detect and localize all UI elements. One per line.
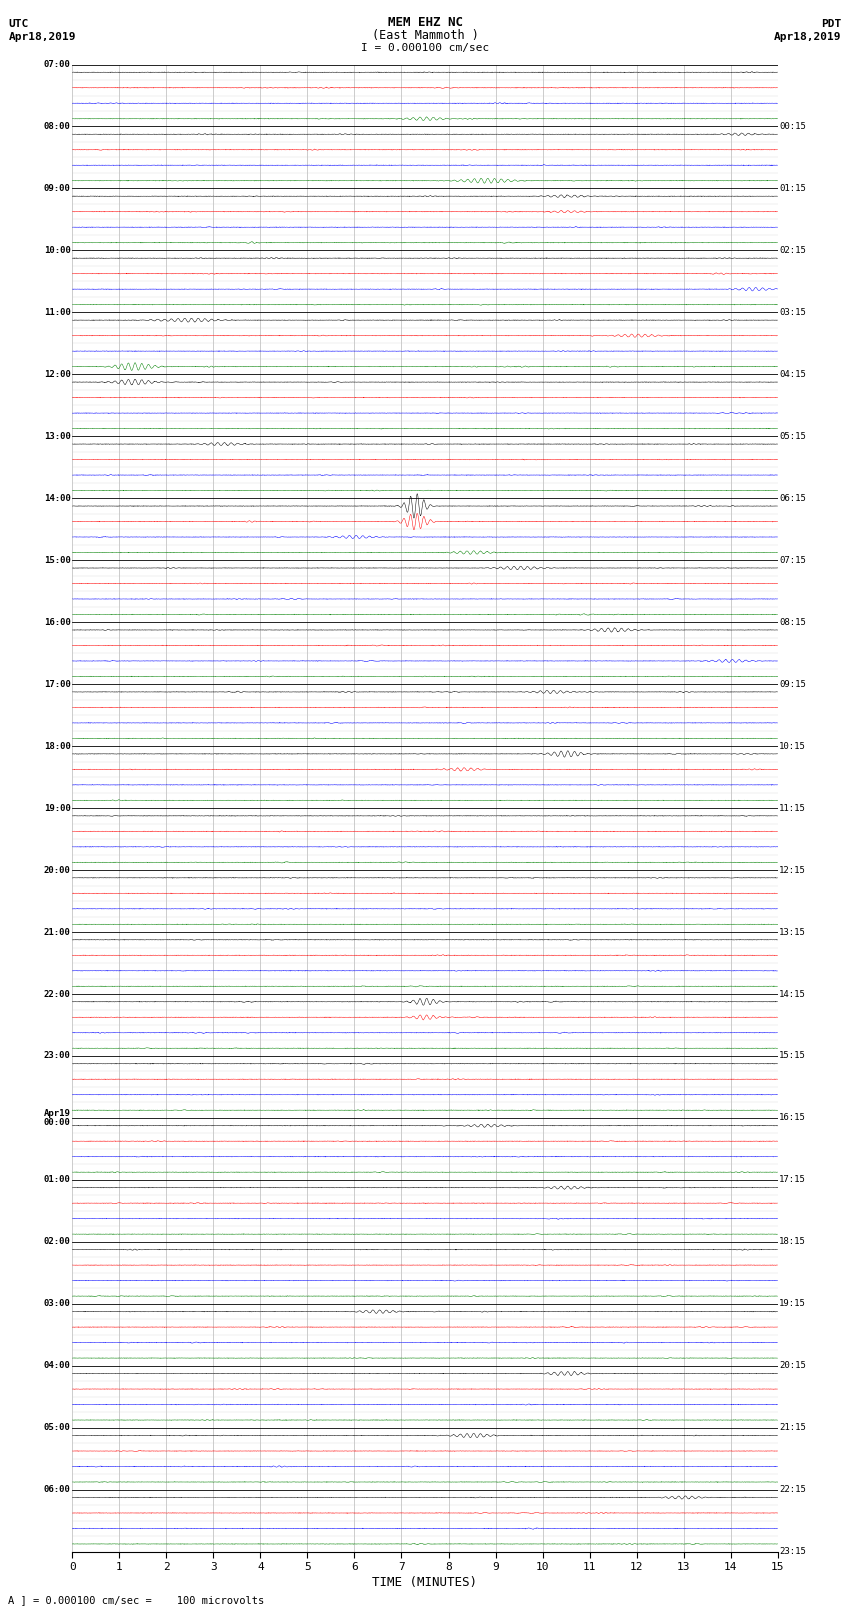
Text: 20:15: 20:15 xyxy=(779,1361,806,1371)
Text: 03:00: 03:00 xyxy=(44,1300,71,1308)
Text: 04:15: 04:15 xyxy=(779,369,806,379)
Text: 12:15: 12:15 xyxy=(779,866,806,874)
Text: 16:00: 16:00 xyxy=(44,618,71,627)
Text: MEM EHZ NC: MEM EHZ NC xyxy=(388,16,462,29)
Text: Apr19: Apr19 xyxy=(44,1110,71,1118)
Text: 06:00: 06:00 xyxy=(44,1486,71,1494)
Text: 21:00: 21:00 xyxy=(44,927,71,937)
Text: 10:15: 10:15 xyxy=(779,742,806,750)
Text: 09:00: 09:00 xyxy=(44,184,71,194)
Text: 05:15: 05:15 xyxy=(779,432,806,440)
Text: 19:00: 19:00 xyxy=(44,803,71,813)
Text: 13:00: 13:00 xyxy=(44,432,71,440)
Text: 05:00: 05:00 xyxy=(44,1423,71,1432)
Text: 21:15: 21:15 xyxy=(779,1423,806,1432)
Text: 06:15: 06:15 xyxy=(779,494,806,503)
Text: 15:00: 15:00 xyxy=(44,556,71,565)
Text: 04:00: 04:00 xyxy=(44,1361,71,1371)
X-axis label: TIME (MINUTES): TIME (MINUTES) xyxy=(372,1576,478,1589)
Text: 14:15: 14:15 xyxy=(779,989,806,998)
Text: 11:15: 11:15 xyxy=(779,803,806,813)
Text: 18:15: 18:15 xyxy=(779,1237,806,1247)
Text: 03:15: 03:15 xyxy=(779,308,806,316)
Text: 14:00: 14:00 xyxy=(44,494,71,503)
Text: 07:15: 07:15 xyxy=(779,556,806,565)
Text: 22:00: 22:00 xyxy=(44,989,71,998)
Text: 00:15: 00:15 xyxy=(779,123,806,131)
Text: 22:15: 22:15 xyxy=(779,1486,806,1494)
Text: 19:15: 19:15 xyxy=(779,1300,806,1308)
Text: 02:15: 02:15 xyxy=(779,245,806,255)
Text: 02:00: 02:00 xyxy=(44,1237,71,1247)
Text: (East Mammoth ): (East Mammoth ) xyxy=(371,29,479,42)
Text: Apr18,2019: Apr18,2019 xyxy=(774,32,842,42)
Text: 08:00: 08:00 xyxy=(44,123,71,131)
Text: 01:00: 01:00 xyxy=(44,1176,71,1184)
Text: 16:15: 16:15 xyxy=(779,1113,806,1123)
Text: Apr18,2019: Apr18,2019 xyxy=(8,32,76,42)
Text: 13:15: 13:15 xyxy=(779,927,806,937)
Text: 17:00: 17:00 xyxy=(44,679,71,689)
Text: 11:00: 11:00 xyxy=(44,308,71,316)
Text: 12:00: 12:00 xyxy=(44,369,71,379)
Text: 23:15: 23:15 xyxy=(779,1547,806,1557)
Text: 18:00: 18:00 xyxy=(44,742,71,750)
Text: 10:00: 10:00 xyxy=(44,245,71,255)
Text: 07:00: 07:00 xyxy=(44,60,71,69)
Text: 09:15: 09:15 xyxy=(779,679,806,689)
Text: 01:15: 01:15 xyxy=(779,184,806,194)
Text: 00:00: 00:00 xyxy=(44,1118,71,1127)
Text: A ] = 0.000100 cm/sec =    100 microvolts: A ] = 0.000100 cm/sec = 100 microvolts xyxy=(8,1595,264,1605)
Text: UTC: UTC xyxy=(8,19,29,29)
Text: I = 0.000100 cm/sec: I = 0.000100 cm/sec xyxy=(361,44,489,53)
Text: 17:15: 17:15 xyxy=(779,1176,806,1184)
Text: PDT: PDT xyxy=(821,19,842,29)
Text: 20:00: 20:00 xyxy=(44,866,71,874)
Text: 15:15: 15:15 xyxy=(779,1052,806,1060)
Text: 08:15: 08:15 xyxy=(779,618,806,627)
Text: 23:00: 23:00 xyxy=(44,1052,71,1060)
